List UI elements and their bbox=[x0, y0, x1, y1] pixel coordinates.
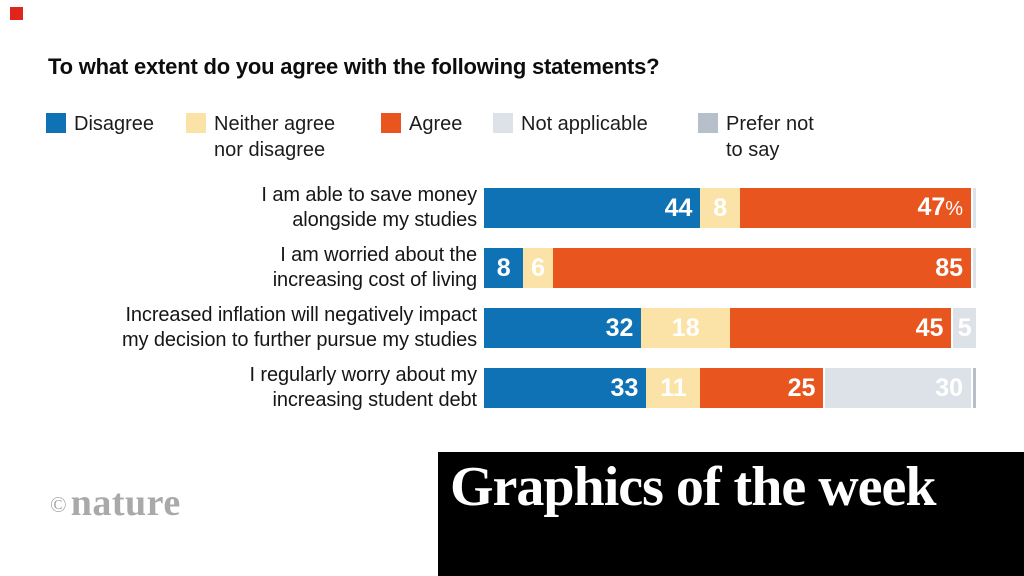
bar-segment-agree: 25 bbox=[700, 368, 824, 408]
stacked-bar: 33 11 25 30 bbox=[484, 368, 976, 408]
bar-segment-disagree: 32 bbox=[484, 308, 642, 348]
stacked-bar: 44 8 47% bbox=[484, 188, 976, 228]
legend-swatch-neither bbox=[186, 113, 206, 133]
row-label: I am able to save money alongside my stu… bbox=[261, 184, 477, 231]
bar-segment-not-applicable bbox=[971, 248, 976, 288]
legend-item-prefer-not-to-say: Prefer not to say bbox=[698, 111, 814, 163]
legend-swatch-not-applicable bbox=[493, 113, 513, 133]
stacked-bar-chart: I am able to save money alongside my stu… bbox=[0, 184, 1024, 418]
segment-value-label: 30 bbox=[935, 374, 964, 402]
segment-value-label: 25 bbox=[787, 374, 816, 402]
bar-segment-neither: 11 bbox=[646, 368, 701, 408]
chart-row: Increased inflation will negatively impa… bbox=[0, 304, 1024, 351]
segment-value-label: 8 bbox=[713, 194, 728, 222]
segment-value-label: 47% bbox=[917, 193, 964, 221]
legend-item-disagree: Disagree bbox=[46, 111, 154, 137]
legend-label-not-applicable: Not applicable bbox=[521, 113, 648, 135]
percent-sign: % bbox=[945, 198, 964, 220]
chart-row: I am able to save money alongside my stu… bbox=[0, 184, 1024, 231]
nature-logotype: nature bbox=[70, 482, 181, 524]
segment-value-label: 32 bbox=[605, 314, 634, 342]
bar-segment-neither: 6 bbox=[523, 248, 553, 288]
copyright-icon: © bbox=[50, 491, 67, 517]
legend-swatch-agree bbox=[381, 113, 401, 133]
row-label: Increased inflation will negatively impa… bbox=[121, 304, 477, 351]
bar-segment-disagree: 33 bbox=[484, 368, 647, 408]
legend-label-neither: Neither agree nor disagree bbox=[214, 113, 336, 161]
stacked-bar: 8 6 85 bbox=[484, 248, 976, 288]
segment-value-label: 33 bbox=[610, 374, 639, 402]
nature-logo: © nature bbox=[50, 484, 181, 522]
chart-row: I regularly worry about my increasing st… bbox=[0, 364, 1024, 411]
legend-item-not-applicable: Not applicable bbox=[493, 111, 648, 137]
bar-segment-not-applicable: 5 bbox=[951, 308, 976, 348]
chart-legend: Disagree Neither agree nor disagree Agree N… bbox=[0, 111, 1024, 171]
bar-segment-not-applicable bbox=[971, 188, 976, 228]
segment-value-label: 85 bbox=[935, 254, 964, 282]
legend-swatch-disagree bbox=[46, 113, 66, 133]
legend-label-prefer-not-to-say: Prefer not to say bbox=[726, 113, 814, 161]
bar-segment-prefer-not-to-say bbox=[971, 368, 976, 408]
bar-segment-agree: 45 bbox=[729, 308, 952, 348]
nature-briefing-red-square-logo bbox=[10, 7, 23, 20]
segment-value-label: 11 bbox=[660, 374, 687, 402]
segment-value-label: 45 bbox=[915, 314, 944, 342]
segment-value-label: 5 bbox=[957, 314, 972, 342]
row-label: I am worried about the increasing cost o… bbox=[272, 244, 477, 291]
banner-title: Graphics of the week bbox=[450, 456, 937, 518]
bar-segment-neither: 8 bbox=[700, 188, 740, 228]
bar-segment-disagree: 44 bbox=[484, 188, 701, 228]
legend-item-neither: Neither agree nor disagree bbox=[186, 111, 335, 163]
segment-value-label: 44 bbox=[664, 194, 693, 222]
bar-segment-not-applicable: 30 bbox=[823, 368, 972, 408]
bar-segment-agree: 85 bbox=[552, 248, 972, 288]
legend-item-agree: Agree bbox=[381, 111, 462, 137]
legend-swatch-prefer-not-to-say bbox=[698, 113, 718, 133]
chart-row: I am worried about the increasing cost o… bbox=[0, 244, 1024, 291]
segment-value-label: 18 bbox=[671, 314, 700, 342]
bar-segment-neither: 18 bbox=[641, 308, 730, 348]
bar-segment-agree: 47% bbox=[739, 188, 972, 228]
chart-title: To what extent do you agree with the fol… bbox=[48, 54, 660, 79]
segment-value-label: 8 bbox=[496, 254, 511, 282]
row-label: I regularly worry about my increasing st… bbox=[249, 364, 478, 411]
bar-segment-disagree: 8 bbox=[484, 248, 524, 288]
legend-label-disagree: Disagree bbox=[74, 113, 155, 135]
legend-label-agree: Agree bbox=[409, 113, 463, 135]
segment-value-label: 6 bbox=[531, 254, 546, 282]
stacked-bar: 32 18 45 5 bbox=[484, 308, 976, 348]
graphics-of-the-week-banner: Graphics of the week bbox=[438, 452, 1024, 576]
